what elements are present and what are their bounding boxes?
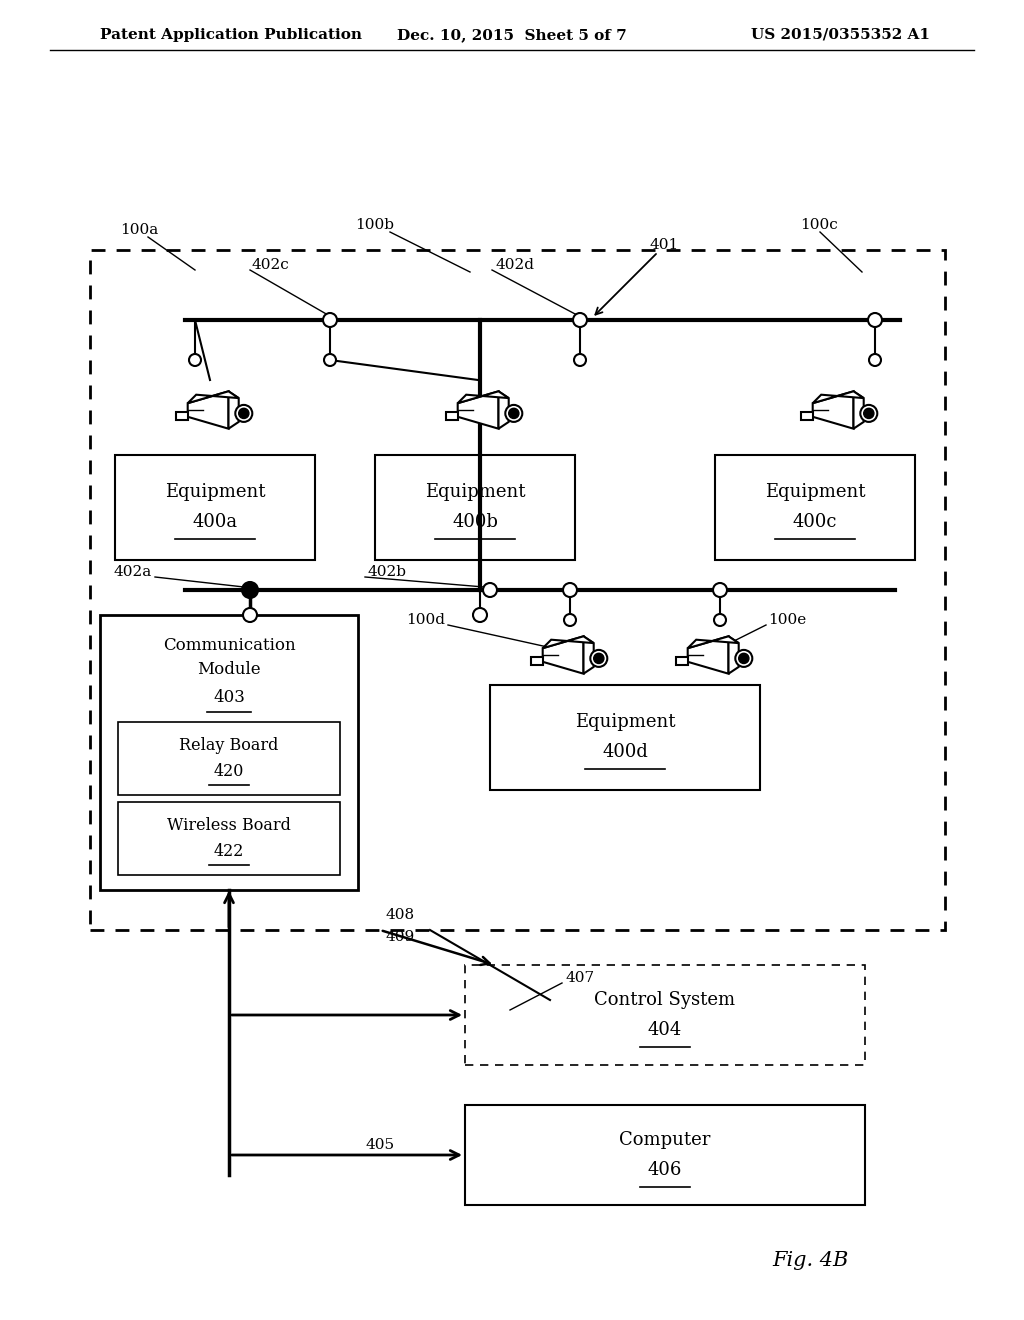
Text: 422: 422 xyxy=(214,842,244,859)
Bar xyxy=(490,685,760,789)
Bar xyxy=(715,455,915,560)
Polygon shape xyxy=(688,636,728,673)
Text: Equipment: Equipment xyxy=(765,483,865,502)
Bar xyxy=(115,455,315,560)
Text: 100b: 100b xyxy=(355,218,394,232)
Bar xyxy=(375,455,575,560)
Polygon shape xyxy=(688,636,738,648)
Circle shape xyxy=(189,354,201,366)
Circle shape xyxy=(868,313,882,327)
Text: Fig. 4B: Fig. 4B xyxy=(772,1250,848,1270)
Circle shape xyxy=(869,354,881,366)
Circle shape xyxy=(564,614,575,626)
Text: 401: 401 xyxy=(650,238,679,252)
Polygon shape xyxy=(676,657,688,665)
Circle shape xyxy=(713,583,727,597)
Polygon shape xyxy=(813,391,853,429)
Text: 402d: 402d xyxy=(495,257,534,272)
Text: 402b: 402b xyxy=(368,565,407,579)
Text: 100e: 100e xyxy=(768,612,806,627)
Polygon shape xyxy=(853,391,863,429)
Text: Equipment: Equipment xyxy=(425,483,525,502)
Polygon shape xyxy=(801,412,813,420)
Bar xyxy=(100,615,358,890)
Text: Relay Board: Relay Board xyxy=(179,737,279,754)
Text: 403: 403 xyxy=(213,689,245,706)
Text: 400c: 400c xyxy=(793,513,838,531)
Circle shape xyxy=(863,408,873,418)
Text: Patent Application Publication: Patent Application Publication xyxy=(100,28,362,42)
Polygon shape xyxy=(728,636,738,673)
Text: 404: 404 xyxy=(648,1020,682,1039)
Text: 100a: 100a xyxy=(120,223,159,238)
Text: 402a: 402a xyxy=(114,565,152,579)
Polygon shape xyxy=(445,412,458,420)
Text: Computer: Computer xyxy=(620,1131,711,1148)
Circle shape xyxy=(860,405,878,422)
Text: 420: 420 xyxy=(214,763,244,780)
Bar xyxy=(118,803,340,875)
Circle shape xyxy=(594,653,604,664)
Circle shape xyxy=(563,583,577,597)
Circle shape xyxy=(714,614,726,626)
Text: 400d: 400d xyxy=(602,743,648,762)
Text: US 2015/0355352 A1: US 2015/0355352 A1 xyxy=(751,28,930,42)
Circle shape xyxy=(590,649,607,667)
Polygon shape xyxy=(543,636,594,648)
Text: 402c: 402c xyxy=(252,257,290,272)
Circle shape xyxy=(573,313,587,327)
Polygon shape xyxy=(187,391,239,403)
Text: Dec. 10, 2015  Sheet 5 of 7: Dec. 10, 2015 Sheet 5 of 7 xyxy=(397,28,627,42)
Polygon shape xyxy=(228,391,239,429)
Polygon shape xyxy=(499,391,509,429)
Text: 400a: 400a xyxy=(193,513,238,531)
Bar xyxy=(465,1105,865,1205)
Bar xyxy=(465,965,865,1065)
Circle shape xyxy=(236,405,252,422)
Text: 100c: 100c xyxy=(800,218,838,232)
Circle shape xyxy=(323,313,337,327)
Text: 409: 409 xyxy=(385,931,415,944)
Circle shape xyxy=(735,649,753,667)
Circle shape xyxy=(574,354,586,366)
Bar xyxy=(90,249,945,931)
Polygon shape xyxy=(584,636,594,673)
Polygon shape xyxy=(176,412,187,420)
Text: 405: 405 xyxy=(365,1138,394,1152)
Text: Equipment: Equipment xyxy=(165,483,265,502)
Polygon shape xyxy=(458,391,499,429)
Polygon shape xyxy=(543,636,584,673)
Text: 407: 407 xyxy=(565,972,594,985)
Circle shape xyxy=(473,609,487,622)
Circle shape xyxy=(239,408,249,418)
Text: 100d: 100d xyxy=(406,612,445,627)
Text: Control System: Control System xyxy=(595,991,735,1008)
Text: Communication: Communication xyxy=(163,636,295,653)
Bar xyxy=(118,722,340,795)
Circle shape xyxy=(483,583,497,597)
Text: 400b: 400b xyxy=(452,513,498,531)
Polygon shape xyxy=(187,391,228,429)
Polygon shape xyxy=(813,391,863,403)
Text: 406: 406 xyxy=(648,1162,682,1179)
Text: Module: Module xyxy=(198,661,261,678)
Circle shape xyxy=(509,408,519,418)
Circle shape xyxy=(243,609,257,622)
Circle shape xyxy=(738,653,749,664)
Polygon shape xyxy=(530,657,543,665)
Circle shape xyxy=(505,405,522,422)
Text: 408: 408 xyxy=(385,908,414,921)
Circle shape xyxy=(242,582,258,598)
Polygon shape xyxy=(458,391,509,403)
Circle shape xyxy=(324,354,336,366)
Text: Equipment: Equipment xyxy=(574,713,675,731)
Text: Wireless Board: Wireless Board xyxy=(167,817,291,833)
